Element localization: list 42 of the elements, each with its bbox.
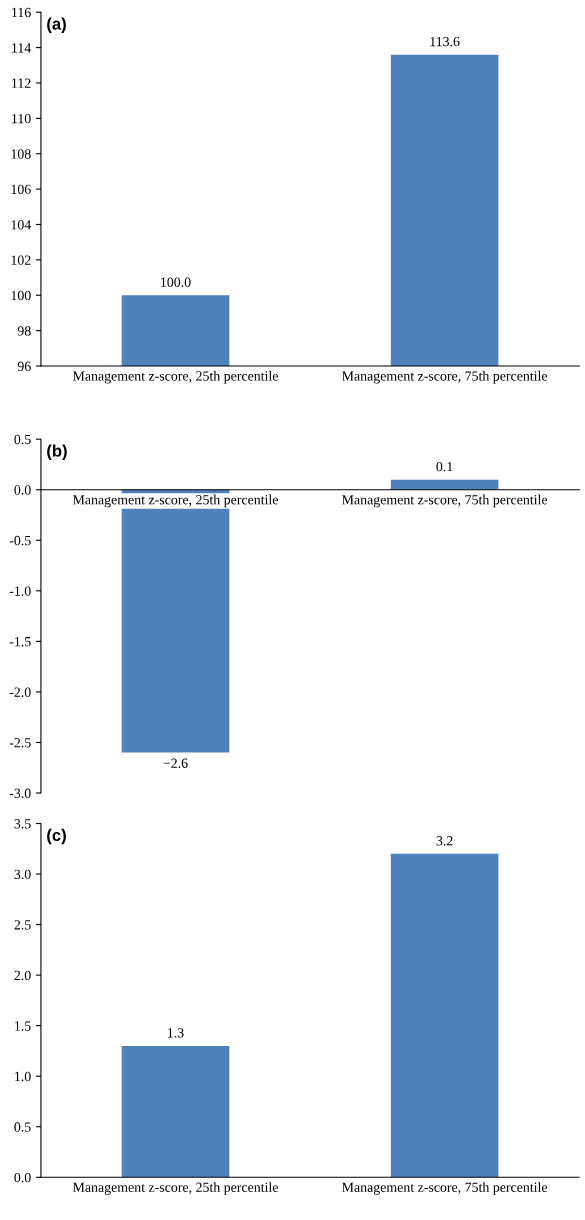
y-tick-label: 100 [11, 290, 31, 301]
y-tick-label: 0.0 [14, 1172, 31, 1183]
x-tick-label: Management z-score, 25th percentile [72, 494, 278, 508]
y-tick-label: 0.5 [14, 1122, 31, 1132]
data-label: 100.0 [161, 277, 191, 287]
y-tick-label: 116 [12, 7, 31, 18]
data-label: 1.3 [168, 1028, 184, 1038]
y-tick-label: -1.0 [9, 586, 31, 596]
data-label: 3.2 [436, 836, 453, 846]
x-tick-label: Management z-score, 75th percentile [342, 494, 548, 508]
y-tick-label: 112 [12, 78, 31, 88]
annotation: (b) [47, 444, 67, 461]
y-tick-label: 104 [11, 220, 32, 230]
y-tick-label: -2.0 [9, 687, 31, 697]
y-tick-label: 3.0 [14, 869, 31, 880]
y-tick-label: 3.5 [14, 819, 31, 829]
y-tick-label: -3.0 [9, 788, 31, 799]
data-label: 0.1 [436, 461, 453, 472]
x-tick-label: Management z-score, 25th percentile [72, 370, 278, 384]
data-label: 113.6 [430, 36, 460, 47]
y-tick-label: 96 [17, 361, 31, 371]
y-tick-label: -1.5 [9, 637, 31, 647]
y-tick-label: 0.0 [14, 485, 31, 495]
y-tick-label: 2.5 [14, 920, 31, 930]
y-tick-label: 114 [12, 43, 32, 53]
y-tick-label: 0.5 [14, 434, 31, 445]
y-tick-label: 1.5 [15, 1021, 31, 1031]
data-label: −2.6 [163, 758, 188, 768]
y-tick-label: 1.0 [15, 1071, 31, 1082]
annotation: (a) [47, 17, 66, 34]
x-tick-label: Management z-score, 75th percentile [342, 1182, 548, 1195]
annotation: (c) [47, 828, 66, 845]
y-tick-label: 2.0 [14, 970, 31, 981]
y-tick-label: 110 [12, 113, 31, 124]
y-tick-label: -2.5 [9, 738, 31, 748]
y-tick-label: 98 [17, 326, 31, 336]
y-tick-label: -0.5 [9, 535, 31, 546]
y-tick-label: 106 [11, 184, 31, 195]
y-tick-label: 108 [11, 149, 31, 159]
x-tick-label: Management z-score, 75th percentile [342, 370, 548, 384]
x-tick-label: Management z-score, 25th percentile [72, 1182, 278, 1195]
y-tick-label: 102 [11, 255, 31, 265]
